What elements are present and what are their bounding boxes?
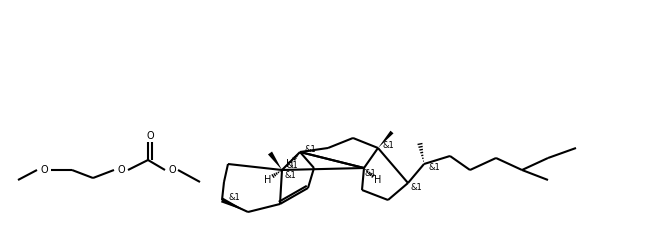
- Text: &1: &1: [304, 145, 316, 154]
- Polygon shape: [268, 152, 282, 170]
- Text: O: O: [168, 165, 176, 175]
- Text: H: H: [286, 159, 294, 169]
- Text: &1: &1: [428, 163, 440, 172]
- Text: &1: &1: [382, 140, 394, 149]
- Text: H: H: [265, 175, 272, 185]
- Text: H: H: [375, 175, 382, 185]
- Text: &1: &1: [228, 193, 240, 202]
- Text: &1: &1: [284, 172, 296, 181]
- Text: &1: &1: [364, 169, 376, 178]
- Text: O: O: [117, 165, 125, 175]
- Text: O: O: [146, 131, 154, 141]
- Polygon shape: [221, 198, 248, 212]
- Polygon shape: [378, 131, 394, 148]
- Text: &1: &1: [410, 183, 422, 191]
- Text: &1: &1: [286, 161, 298, 170]
- Text: O: O: [40, 165, 48, 175]
